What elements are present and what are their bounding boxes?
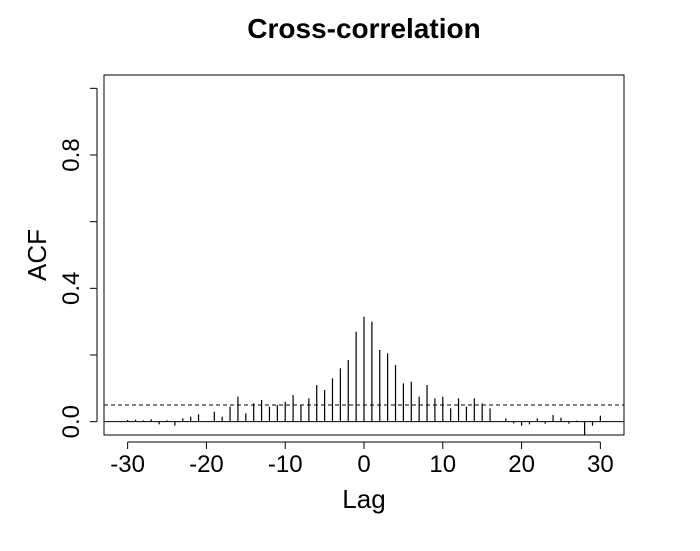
x-axis: -30 -20 -10 0 10 20 30 (110, 441, 614, 478)
x-tick-label: -30 (110, 451, 145, 478)
x-tick-label: 0 (357, 451, 370, 478)
chart-title: Cross-correlation (247, 13, 480, 44)
x-tick-label: 20 (508, 451, 535, 478)
plot-box (103, 74, 625, 436)
y-tick-label: 0.0 (58, 405, 85, 438)
x-tick-label: -20 (189, 451, 224, 478)
y-tick-label: 0.8 (58, 138, 85, 171)
y-tick-label: 0.4 (58, 272, 85, 305)
x-axis-label: Lag (342, 484, 385, 514)
y-axis: 0.0 0.4 0.8 (58, 87, 98, 438)
x-tick-label: -10 (268, 451, 303, 478)
y-axis-label: ACF (22, 229, 52, 281)
x-tick-label: 10 (429, 451, 456, 478)
acf-bars (127, 316, 601, 435)
x-tick-label: 30 (587, 451, 614, 478)
